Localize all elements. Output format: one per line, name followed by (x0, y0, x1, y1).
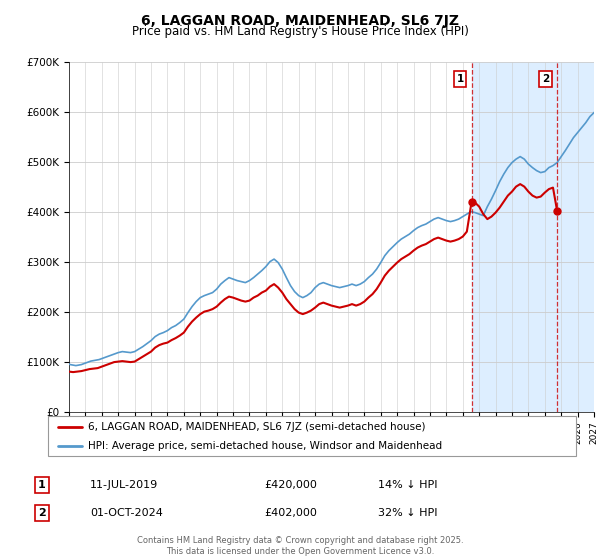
Text: 2: 2 (38, 508, 46, 518)
Text: 14% ↓ HPI: 14% ↓ HPI (378, 480, 437, 490)
Text: 1: 1 (38, 480, 46, 490)
Text: 2: 2 (542, 74, 549, 84)
Text: 11-JUL-2019: 11-JUL-2019 (90, 480, 158, 490)
Text: 32% ↓ HPI: 32% ↓ HPI (378, 508, 437, 518)
Text: £402,000: £402,000 (264, 508, 317, 518)
FancyBboxPatch shape (48, 416, 576, 456)
Text: HPI: Average price, semi-detached house, Windsor and Maidenhead: HPI: Average price, semi-detached house,… (88, 441, 442, 450)
Text: £420,000: £420,000 (264, 480, 317, 490)
Text: Price paid vs. HM Land Registry's House Price Index (HPI): Price paid vs. HM Land Registry's House … (131, 25, 469, 38)
Bar (472, 62, 594, 412)
Text: 6, LAGGAN ROAD, MAIDENHEAD, SL6 7JZ (semi-detached house): 6, LAGGAN ROAD, MAIDENHEAD, SL6 7JZ (sem… (88, 422, 425, 432)
Text: 6, LAGGAN ROAD, MAIDENHEAD, SL6 7JZ: 6, LAGGAN ROAD, MAIDENHEAD, SL6 7JZ (141, 14, 459, 28)
Text: 01-OCT-2024: 01-OCT-2024 (90, 508, 163, 518)
Text: 1: 1 (457, 74, 464, 84)
Text: Contains HM Land Registry data © Crown copyright and database right 2025.
This d: Contains HM Land Registry data © Crown c… (137, 536, 463, 556)
